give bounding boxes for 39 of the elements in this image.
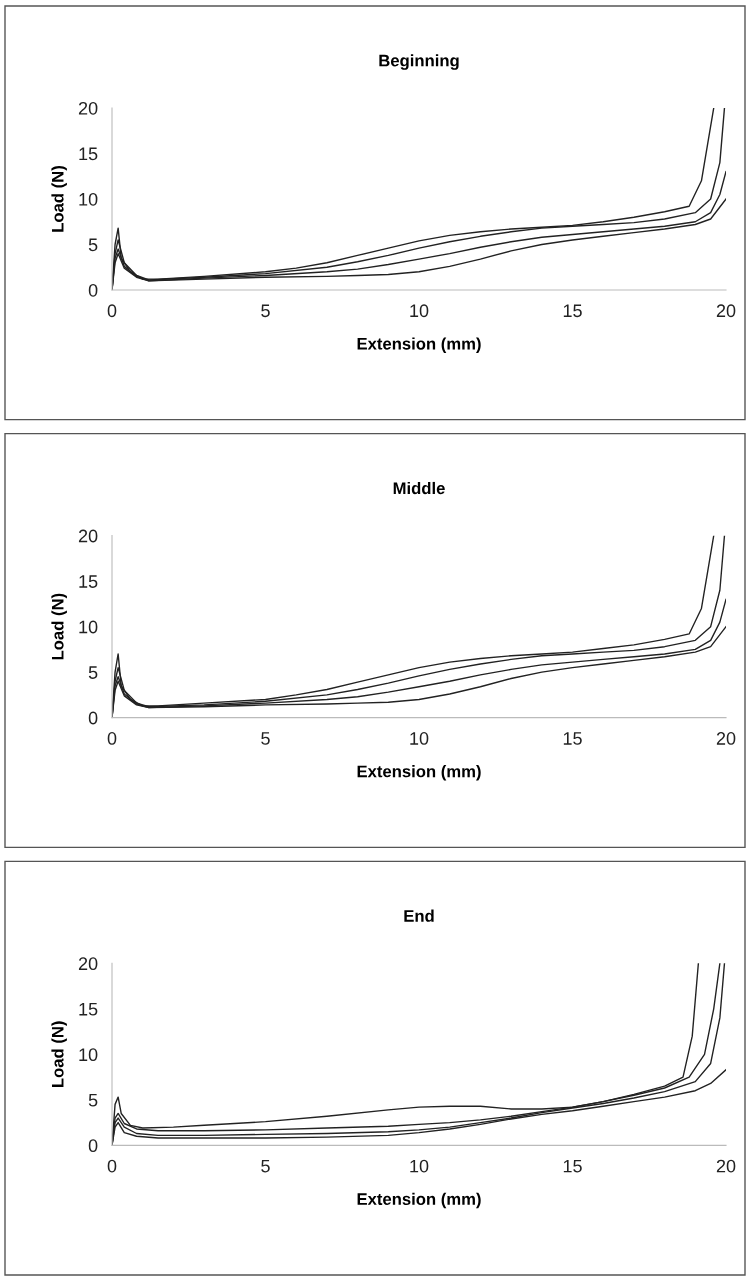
y-tick-label: 10 <box>79 620 98 634</box>
y-tick-label: 20 <box>78 101 98 115</box>
y-tick-label: 15 <box>79 1002 98 1016</box>
y-tick-label: 5 <box>88 1093 98 1107</box>
y-axis-title: Load (N) <box>51 593 67 660</box>
x-tick-label: 5 <box>261 304 270 318</box>
y-tick-label: 0 <box>88 283 98 297</box>
y-tick-label: 15 <box>79 575 98 588</box>
chart-title: Middle <box>393 481 445 495</box>
y-tick-label: 10 <box>79 192 98 206</box>
y-tick-label: 20 <box>78 529 98 543</box>
x-tick-label: 10 <box>410 304 429 318</box>
y-tick-label: 0 <box>88 711 98 725</box>
x-tick-label: 20 <box>716 304 736 318</box>
x-tick-label: 0 <box>107 304 117 318</box>
x-tick-label: 15 <box>563 304 582 318</box>
y-tick-label: 5 <box>88 238 98 252</box>
x-tick-label: 10 <box>410 732 429 745</box>
x-axis-title: Extension (mm) <box>357 1192 481 1209</box>
x-tick-label: 15 <box>563 732 582 745</box>
x-axis-title: Extension (mm) <box>357 337 481 353</box>
x-tick-label: 20 <box>716 732 736 745</box>
x-tick-label: 0 <box>107 732 117 745</box>
y-axis-title: Load (N) <box>51 166 67 232</box>
y-tick-label: 5 <box>88 666 98 679</box>
y-tick-label: 15 <box>79 147 98 161</box>
y-tick-label: 10 <box>79 1048 98 1062</box>
y-tick-label: 20 <box>78 957 98 971</box>
x-tick-label: 20 <box>716 1159 736 1173</box>
y-axis-title: Load (N) <box>51 1021 67 1088</box>
x-tick-label: 5 <box>261 1159 270 1173</box>
chart-title: End <box>404 909 434 922</box>
x-axis-title: Extension (mm) <box>357 765 481 781</box>
x-tick-label: 15 <box>563 1159 582 1173</box>
y-tick-label: 0 <box>88 1139 98 1153</box>
x-tick-label: 5 <box>261 732 270 745</box>
chart-title: Beginning <box>379 54 459 70</box>
x-tick-label: 10 <box>410 1159 429 1173</box>
x-tick-label: 0 <box>107 1159 117 1173</box>
